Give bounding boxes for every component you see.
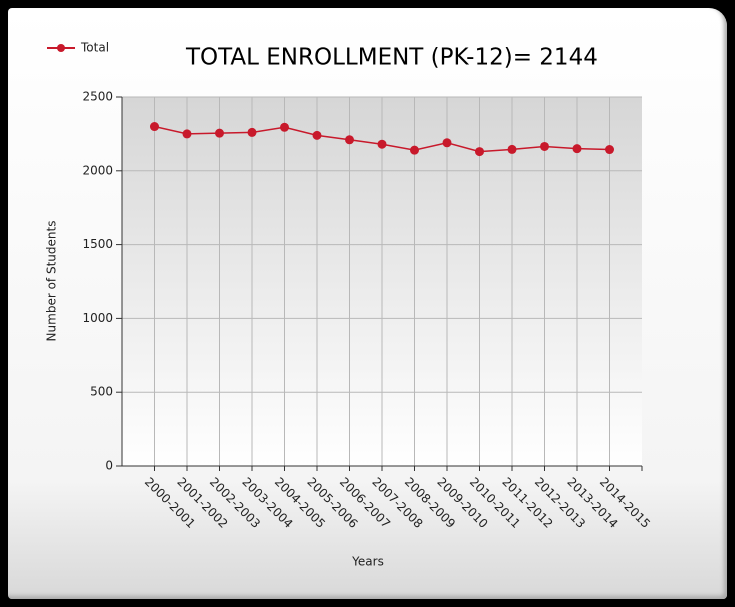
y-tick-label: 1500 <box>82 237 113 251</box>
data-point <box>377 139 387 149</box>
legend-label: Total <box>80 41 109 55</box>
data-point <box>345 135 354 145</box>
data-point <box>247 127 257 137</box>
y-tick-label: 0 <box>105 459 113 473</box>
y-tick-label: 1000 <box>82 311 113 325</box>
data-point <box>410 145 419 155</box>
chart-title: TOTAL ENROLLMENT (PK-12)= 2144 <box>185 45 598 71</box>
data-point <box>475 147 484 157</box>
data-point <box>605 145 614 155</box>
y-tick-label: 2000 <box>82 163 113 177</box>
data-point <box>280 122 289 132</box>
y-tick-label: 500 <box>90 385 113 399</box>
data-point <box>215 128 224 138</box>
x-axis-label: Years <box>351 555 384 569</box>
data-point <box>507 144 517 154</box>
data-point <box>442 138 452 148</box>
data-point <box>540 141 549 151</box>
data-point <box>572 144 582 154</box>
legend-marker <box>57 44 65 52</box>
data-point <box>150 122 159 132</box>
y-axis-label: Number of Students <box>45 221 59 342</box>
y-tick-label: 2500 <box>82 90 113 104</box>
data-point <box>182 129 192 139</box>
data-point <box>312 130 322 140</box>
